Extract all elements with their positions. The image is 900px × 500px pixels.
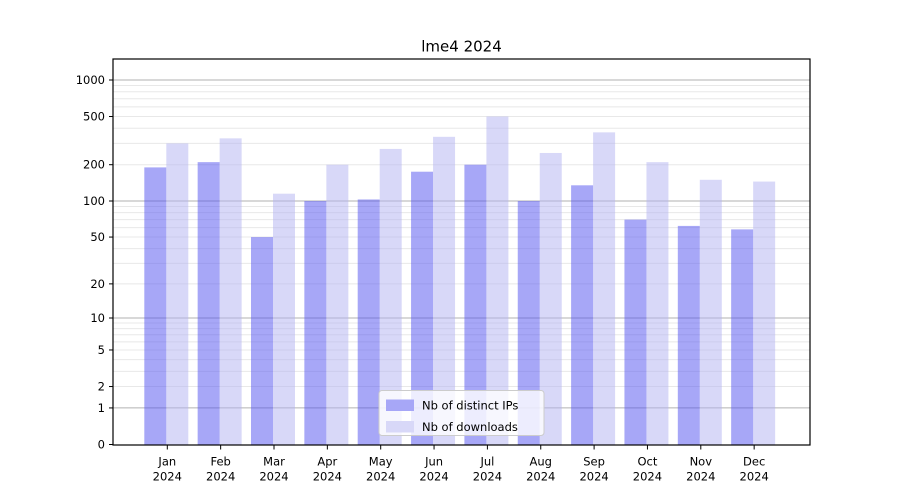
y-tick-label: 20	[90, 277, 105, 291]
x-tick-label-month: Jan	[157, 455, 176, 469]
x-tick-label-year: 2024	[259, 470, 288, 484]
bar-nb-of-distinct-ips-jun	[411, 171, 434, 445]
bar-nb-of-distinct-ips-mar	[251, 237, 273, 445]
y-axis-labels: 0 1 2 5 10 20 50 100 200 500 1000	[76, 73, 105, 452]
x-tick-label-month: Jul	[479, 455, 494, 469]
legend-label-downloads: Nb of downloads	[422, 420, 518, 434]
y-tick-label: 0	[98, 438, 105, 452]
bar-nb-of-downloads-oct	[646, 162, 669, 445]
bar-nb-of-distinct-ips-nov	[677, 225, 700, 445]
y-tick-label: 50	[90, 230, 105, 244]
x-tick-label-year: 2024	[740, 470, 769, 484]
y-tick-label: 1000	[76, 73, 105, 87]
bar-nb-of-downloads-dec	[753, 181, 776, 446]
y-tick-label: 5	[98, 343, 105, 357]
bar-nb-of-downloads-jan	[166, 143, 189, 445]
y-tick-label: 100	[83, 194, 105, 208]
legend-label-distinct-ips: Nb of distinct IPs	[422, 399, 518, 413]
bar-nb-of-distinct-ips-jan	[144, 167, 167, 446]
x-tick-label-year: 2024	[686, 470, 715, 484]
x-tick-label-month: Mar	[263, 455, 285, 469]
x-tick-label-month: Apr	[317, 455, 337, 469]
x-tick-label-year: 2024	[366, 470, 395, 484]
bars	[144, 116, 776, 446]
bar-nb-of-downloads-mar	[273, 193, 295, 445]
x-tick-label-month: Dec	[743, 455, 765, 469]
bar-nb-of-distinct-ips-jul	[464, 164, 487, 446]
axes	[109, 58, 811, 450]
x-tick-label-month: May	[369, 455, 393, 469]
bar-nb-of-distinct-ips-sep	[571, 185, 594, 445]
bar-nb-of-downloads-jul	[486, 116, 509, 445]
legend-box	[378, 390, 545, 436]
chart-title: lme4 2024	[421, 38, 502, 56]
bar-nb-of-distinct-ips-apr	[304, 201, 327, 445]
bar-nb-of-distinct-ips-dec	[731, 229, 754, 445]
bar-nb-of-downloads-may	[379, 148, 402, 445]
bar-nb-of-downloads-apr	[326, 164, 349, 446]
bar-nb-of-distinct-ips-aug	[517, 201, 540, 445]
x-tick-label-year: 2024	[313, 470, 342, 484]
y-tick-label: 200	[83, 158, 105, 172]
x-tick-label-month: Oct	[638, 455, 658, 469]
bar-nb-of-distinct-ips-oct	[624, 219, 647, 445]
x-tick-label-month: Feb	[210, 455, 230, 469]
legend-swatch-downloads	[386, 421, 414, 433]
x-tick-label-year: 2024	[633, 470, 662, 484]
x-tick-label-year: 2024	[206, 470, 235, 484]
legend-swatch-distinct-ips	[386, 399, 414, 411]
x-tick-label-year: 2024	[579, 470, 608, 484]
x-axis-labels: Jan2024Feb2024Mar2024Apr2024May2024Jun20…	[153, 455, 769, 484]
y-tick-label: 1	[98, 401, 105, 415]
bar-nb-of-downloads-aug	[539, 152, 562, 446]
plot-border	[112, 58, 811, 446]
bar-nb-of-distinct-ips-feb	[197, 162, 220, 445]
y-tick-label: 500	[83, 110, 105, 124]
x-tick-label-year: 2024	[419, 470, 448, 484]
bar-nb-of-downloads-nov	[699, 179, 722, 445]
x-tick-label-year: 2024	[473, 470, 502, 484]
legend: Nb of distinct IPs Nb of downloads	[378, 390, 545, 436]
bar-nb-of-distinct-ips-may	[357, 199, 380, 445]
y-tick-label: 2	[98, 380, 105, 394]
x-tick-label-month: Aug	[530, 455, 552, 469]
x-tick-label-month: Nov	[690, 455, 713, 469]
y-tick-label: 10	[90, 311, 105, 325]
x-tick-label-year: 2024	[526, 470, 555, 484]
bar-nb-of-downloads-sep	[593, 132, 616, 446]
x-tick-label-month: Sep	[583, 455, 605, 469]
x-tick-label-month: Jun	[424, 455, 443, 469]
x-tick-label-year: 2024	[153, 470, 182, 484]
bar-nb-of-downloads-feb	[219, 138, 242, 445]
bar-nb-of-downloads-jun	[433, 136, 456, 445]
